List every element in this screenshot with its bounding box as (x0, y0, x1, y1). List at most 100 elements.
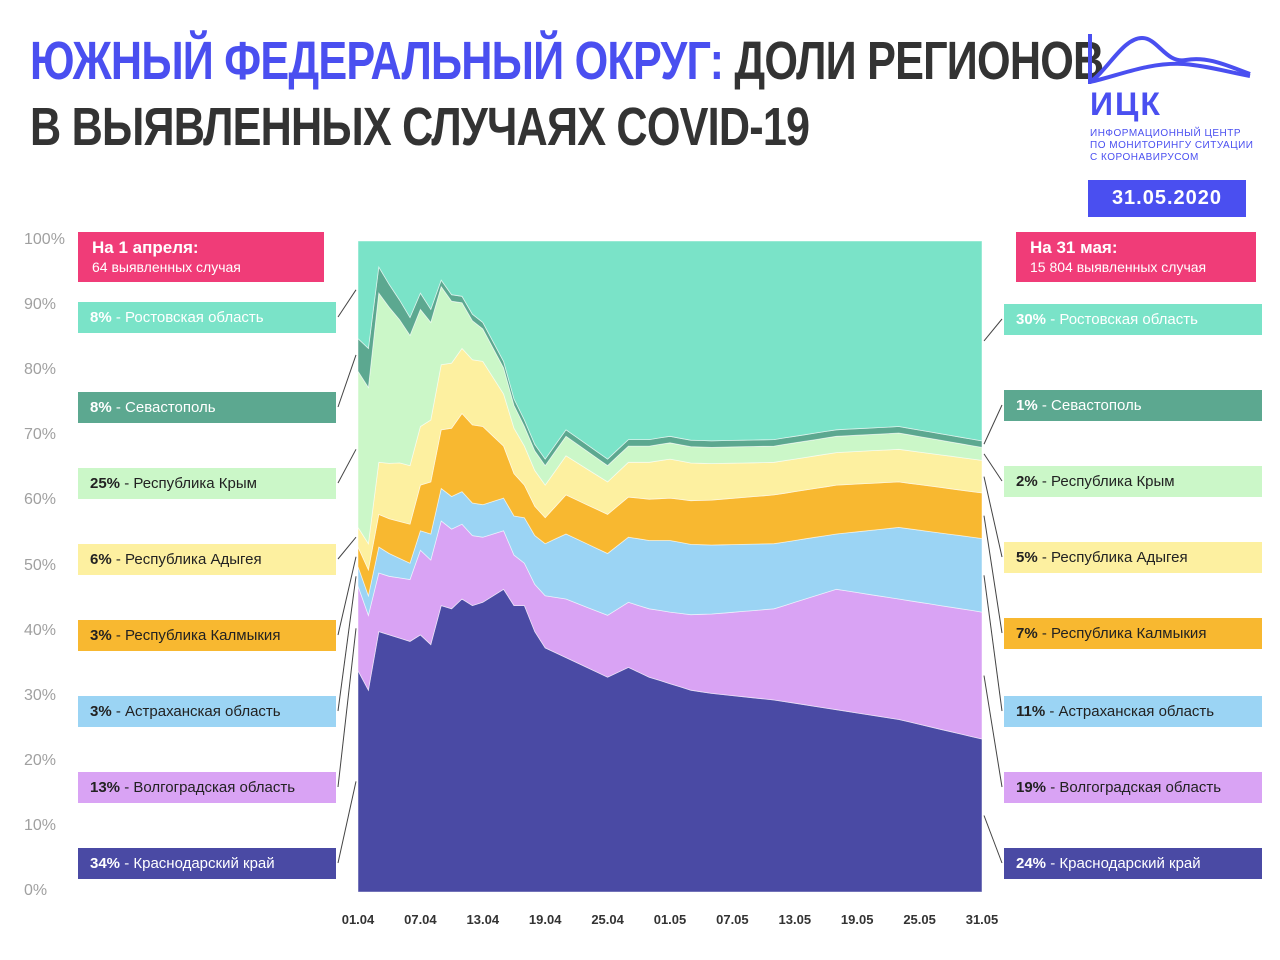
label-percent: 2% (1016, 473, 1038, 490)
y-tick-label: 20% (24, 751, 57, 769)
label-name: - Краснодарский край (1046, 855, 1201, 872)
leader-line (983, 675, 1003, 788)
y-tick-label: 50% (24, 556, 57, 574)
right-label: 24% - Краснодарский край (1004, 848, 1262, 879)
x-tick-label: 25.05 (903, 912, 936, 927)
leader-lines (337, 289, 1003, 864)
leader-line (983, 476, 1003, 558)
label-name: - Севастополь (1037, 397, 1142, 414)
left-header: На 1 апреля: 64 выявленных случая (78, 232, 324, 282)
logo-mountains-icon (1088, 34, 1251, 84)
logo-desc-line-3: С КОРОНАВИРУСОМ (1090, 152, 1199, 163)
left-label: 6% - Республика Адыгея (78, 544, 336, 575)
left-label: 8% - Севастополь (78, 392, 336, 423)
right-label: 2% - Республика Крым (1004, 466, 1262, 497)
leader-line (337, 354, 357, 408)
x-tick-label: 19.04 (528, 912, 562, 927)
x-tick-label: 31.05 (965, 912, 999, 927)
label-percent: 7% (1016, 625, 1038, 642)
leader-line (983, 515, 1003, 634)
label-percent: 8% (90, 399, 112, 416)
leader-line (337, 576, 357, 712)
label-name: - Республика Адыгея (1037, 549, 1188, 566)
x-tick-label: 07.04 (404, 912, 437, 927)
leader-line (983, 318, 1003, 342)
label-percent: 34% (90, 855, 121, 872)
right-label: 30% - Ростовская область (1004, 304, 1262, 335)
area-layer (357, 240, 983, 893)
label-percent: 30% (1016, 311, 1047, 328)
y-tick-label: 70% (24, 426, 57, 444)
x-tick-label: 07.05 (716, 912, 749, 927)
x-tick-label: 13.05 (778, 912, 812, 927)
label-percent: 3% (90, 703, 112, 720)
label-name: - Астраханская область (111, 703, 281, 720)
label-percent: 24% (1016, 855, 1047, 872)
label-percent: 8% (90, 309, 112, 326)
leader-line (337, 289, 357, 318)
right-label: 11% - Астраханская область (1004, 696, 1262, 727)
label-name: - Республика Крым (120, 475, 257, 492)
label-percent: 19% (1016, 779, 1047, 796)
label-name: - Волгоградская область (120, 779, 296, 796)
right-label: 7% - Республика Калмыкия (1004, 618, 1262, 649)
label-name: - Республика Калмыкия (111, 627, 281, 644)
label-percent: 25% (90, 475, 121, 492)
y-tick-label: 40% (24, 621, 57, 639)
right-header: На 31 мая: 15 804 выявленных случая (1016, 232, 1256, 282)
left-label: 3% - Республика Калмыкия (78, 620, 336, 651)
left-label: 25% - Республика Крым (78, 468, 336, 499)
y-tick-label: 60% (24, 491, 57, 509)
x-tick-label: 19.05 (840, 912, 874, 927)
label-percent: 11% (1016, 703, 1046, 720)
right-label: 1% - Севастополь (1004, 390, 1262, 421)
label-name: - Волгоградская область (1046, 779, 1222, 796)
title-line-2: В ВЫЯВЛЕННЫХ СЛУЧАЯХ COVID-19 (30, 97, 810, 157)
label-percent: 13% (90, 779, 121, 796)
leader-line (337, 781, 357, 864)
logo-abbreviation: ИЦК (1090, 86, 1162, 122)
label-percent: 3% (90, 627, 112, 644)
leader-line (983, 453, 1003, 482)
left-label: 3% - Астраханская область (78, 696, 336, 727)
y-tick-label: 10% (24, 816, 57, 834)
label-name: - Севастополь (111, 399, 216, 416)
left-label: 34% - Краснодарский край (78, 848, 336, 879)
label-percent: 6% (90, 551, 112, 568)
label-name: - Республика Калмыкия (1037, 625, 1207, 642)
leader-line (337, 536, 357, 560)
x-tick-label: 25.04 (591, 912, 624, 927)
label-name: - Республика Крым (1037, 473, 1175, 490)
logo-desc-line-1: ИНФОРМАЦИОННЫЙ ЦЕНТР (1090, 128, 1242, 139)
x-tick-label: 13.04 (466, 912, 500, 927)
right-label: 5% - Республика Адыгея (1004, 542, 1262, 573)
title-highlight: ЮЖНЫЙ ФЕДЕРАЛЬНЫЙ ОКРУГ: (30, 31, 724, 91)
label-name: - Республика Адыгея (111, 551, 262, 568)
x-tick-label: 01.05 (653, 912, 687, 927)
label-name: - Ростовская область (111, 309, 264, 326)
leader-line (337, 449, 357, 484)
left-header-subtitle: 64 выявленных случая (92, 259, 241, 275)
right-header-subtitle: 15 804 выявленных случая (1030, 259, 1207, 275)
right-header-title: На 31 мая: (1030, 238, 1118, 257)
leader-line (983, 404, 1003, 445)
y-tick-label: 0% (24, 882, 48, 899)
title-rest: ДОЛИ РЕГИОНОВ (734, 31, 1104, 91)
label-name: - Ростовская область (1046, 311, 1198, 328)
left-label: 13% - Волгоградская область (78, 772, 336, 803)
area-8 (357, 240, 983, 460)
leader-line (983, 815, 1003, 864)
y-tick-label: 80% (24, 361, 57, 379)
label-name: - Астраханская область (1045, 703, 1215, 720)
logo-description: ИНФОРМАЦИОННЫЙ ЦЕНТР ПО МОНИТОРИНГУ СИТУ… (1090, 128, 1270, 164)
leader-line (983, 575, 1003, 712)
logo: ИЦК ИНФОРМАЦИОННЫЙ ЦЕНТР ПО МОНИТОРИНГУ … (1088, 30, 1258, 163)
left-label: 8% - Ростовская область (78, 302, 336, 333)
y-tick-label: 100% (24, 231, 65, 248)
page-title: ЮЖНЫЙ ФЕДЕРАЛЬНЫЙ ОКРУГ: ДОЛИ РЕГИОНОВ В … (30, 28, 1104, 160)
x-tick-label: 01.04 (341, 912, 375, 927)
leader-line (337, 556, 357, 636)
left-header-title: На 1 апреля: (92, 238, 199, 257)
date-badge: 31.05.2020 (1088, 180, 1246, 217)
